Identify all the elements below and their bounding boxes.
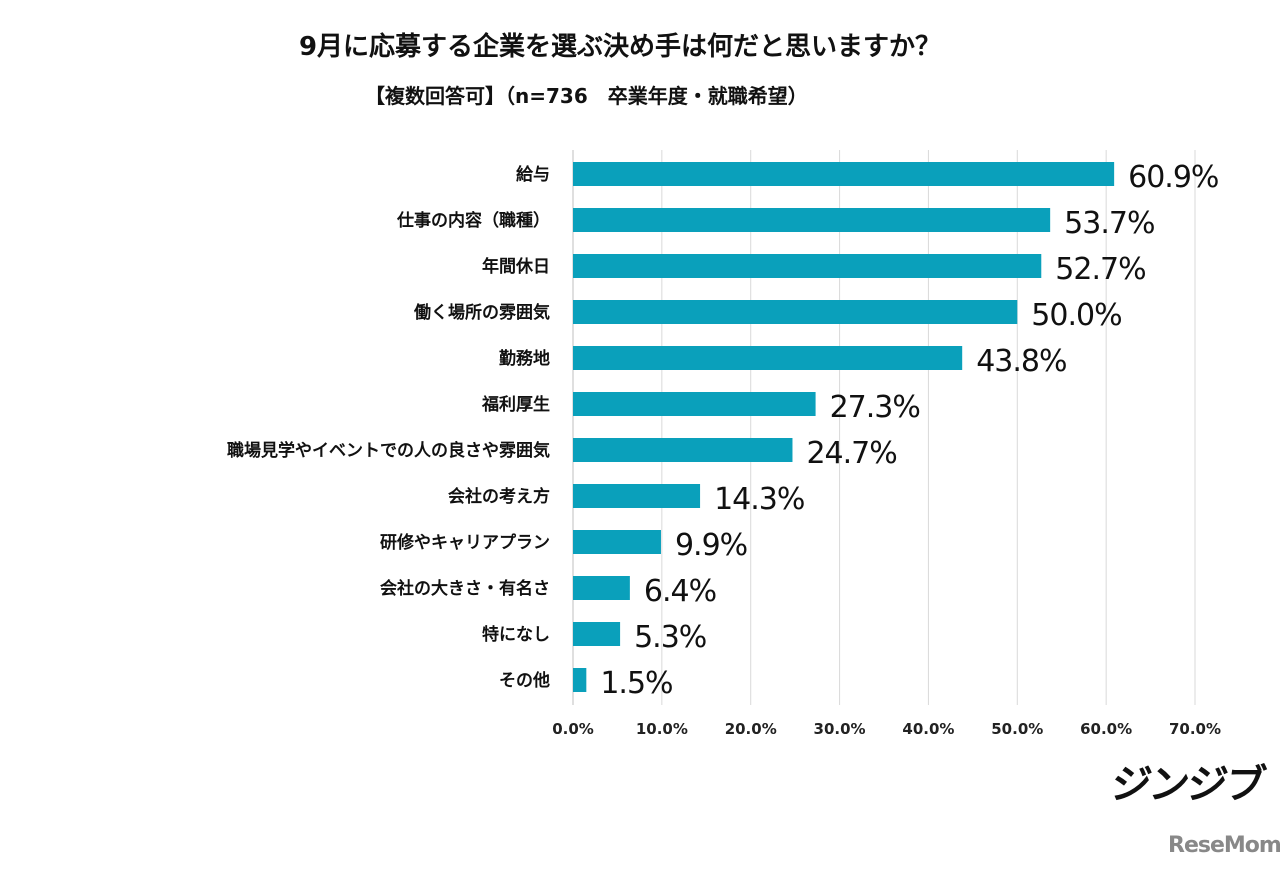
- bar: [573, 438, 793, 462]
- jinjib-logo: ジンジブ: [1108, 762, 1267, 808]
- category-label: 研修やキャリアプラン: [380, 532, 550, 553]
- x-tick-label: 30.0%: [814, 720, 866, 738]
- category-label: その他: [499, 670, 550, 691]
- bar: [573, 346, 963, 370]
- x-tick-label: 50.0%: [991, 720, 1043, 738]
- category-label: 年間休日: [482, 256, 550, 277]
- data-label: 9.9%: [675, 528, 747, 563]
- bar: [573, 208, 1051, 232]
- bar: [573, 668, 587, 692]
- category-label: 働く場所の雰囲気: [413, 302, 550, 323]
- bar: [573, 622, 621, 646]
- data-label: 50.0%: [1031, 298, 1121, 333]
- data-label: 1.5%: [600, 666, 672, 701]
- category-label: 特になし: [482, 624, 550, 645]
- data-label: 5.3%: [634, 620, 706, 655]
- data-label: 52.7%: [1055, 252, 1145, 287]
- data-label: 60.9%: [1128, 160, 1218, 195]
- category-label: 仕事の内容（職種）: [396, 210, 550, 231]
- category-label: 会社の大きさ・有名さ: [380, 578, 550, 599]
- bar: [573, 530, 661, 554]
- x-tick-label: 0.0%: [552, 720, 594, 738]
- bar: [573, 392, 816, 416]
- data-label: 27.3%: [830, 390, 920, 425]
- resemom-logo: ReseMom: [1168, 833, 1280, 858]
- category-label: 勤務地: [499, 348, 550, 369]
- category-label: 福利厚生: [481, 394, 550, 415]
- chart-title: 9月に応募する企業を選ぶ決め手は何だと思いますか？: [298, 32, 942, 62]
- x-tick-label: 10.0%: [636, 720, 688, 738]
- bar: [573, 484, 701, 508]
- x-tick-label: 70.0%: [1169, 720, 1221, 738]
- data-label: 43.8%: [976, 344, 1066, 379]
- x-tick-label: 60.0%: [1080, 720, 1132, 738]
- category-label: 給与: [516, 164, 550, 185]
- chart-subtitle: 【複数回答可】（n=736 卒業年度・就職希望）: [365, 84, 808, 108]
- bar: [573, 300, 1018, 324]
- data-label: 53.7%: [1064, 206, 1154, 241]
- data-label: 24.7%: [806, 436, 896, 471]
- bar: [573, 576, 630, 600]
- x-tick-label: 40.0%: [902, 720, 954, 738]
- x-tick-label: 20.0%: [725, 720, 777, 738]
- bar: [573, 254, 1042, 278]
- data-label: 14.3%: [714, 482, 804, 517]
- data-label: 6.4%: [644, 574, 716, 609]
- category-label: 会社の考え方: [448, 486, 550, 507]
- bar: [573, 162, 1115, 186]
- category-label: 職場見学やイベントでの人の良さや雰囲気: [227, 440, 550, 461]
